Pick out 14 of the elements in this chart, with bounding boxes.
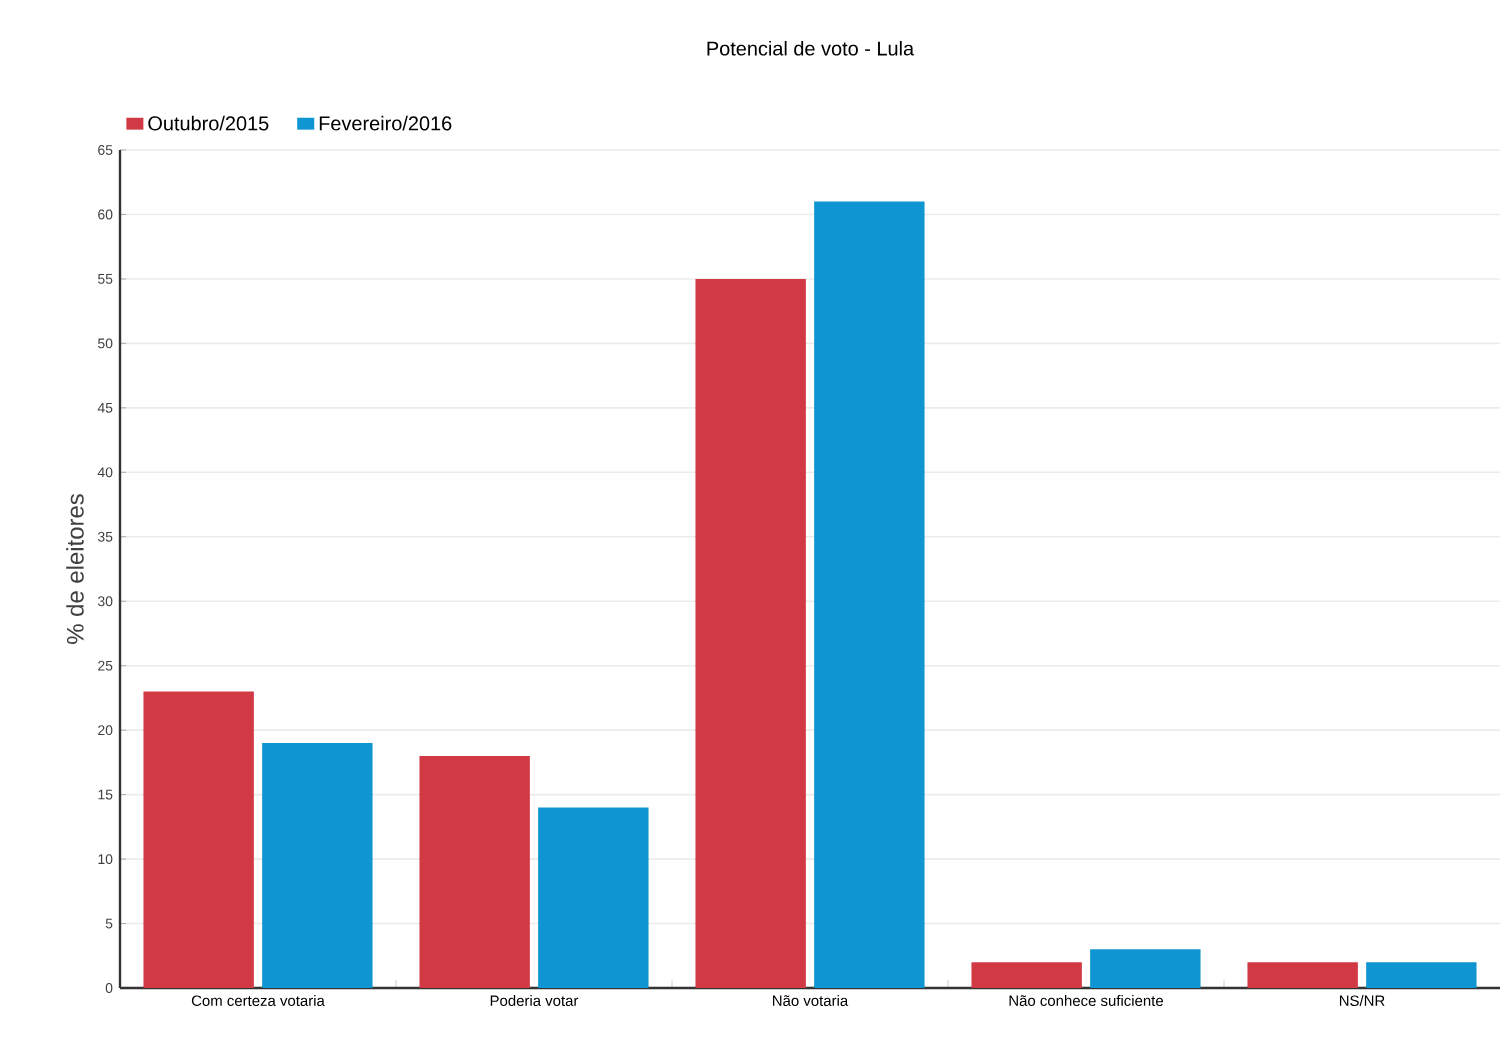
legend-label: Outubro/2015 [148, 115, 269, 131]
bar [419, 755, 530, 988]
chart-title: Potencial de voto - Lula [707, 40, 915, 56]
bar [695, 278, 806, 988]
bar [538, 807, 649, 988]
bar [1090, 949, 1201, 988]
bar [1366, 962, 1477, 988]
bar [143, 691, 254, 988]
bar [1247, 962, 1358, 988]
bar [262, 743, 373, 988]
legend-label: Fevereiro/2016 [319, 115, 452, 131]
bar [971, 962, 1082, 988]
bar [814, 201, 925, 988]
y-axis-title: % de eleitores [66, 494, 84, 644]
